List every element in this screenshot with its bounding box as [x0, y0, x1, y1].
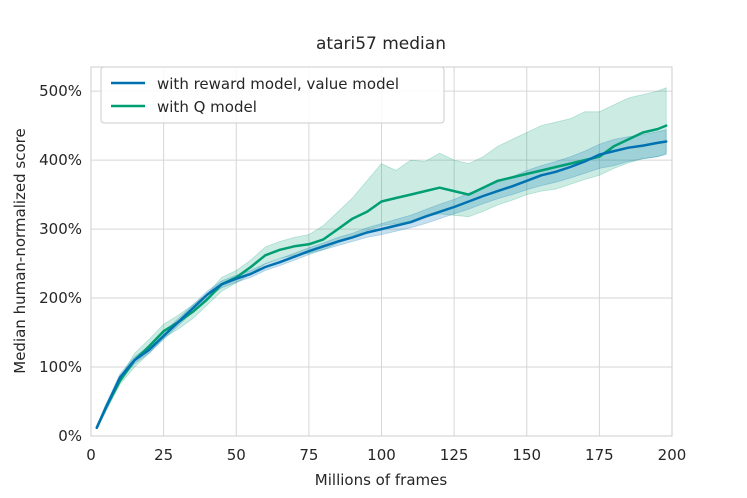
legend-label-q-model: with Q model [157, 98, 257, 116]
x-tick-label: 150 [512, 446, 541, 464]
x-tick-label: 50 [227, 446, 246, 464]
y-tick-label: 400% [39, 151, 82, 169]
y-tick-label: 200% [39, 289, 82, 307]
chart-title: atari57 median [316, 34, 446, 54]
y-axis-label: Median human-normalized score [11, 128, 29, 374]
x-tick-label: 125 [440, 446, 469, 464]
chart: 0% 100% 200% 300% 400% 500% 0 25 50 75 100 125 150 1… [0, 0, 747, 498]
legend: with reward model, value model with Q mo… [101, 67, 444, 123]
x-tick-label: 75 [299, 446, 318, 464]
x-tick-label: 0 [86, 446, 96, 464]
y-tick-label: 300% [39, 220, 82, 238]
legend-label-reward-value: with reward model, value model [157, 75, 399, 93]
y-tick-label: 500% [39, 82, 82, 100]
y-tick-label: 100% [39, 358, 82, 376]
x-tick-label: 175 [585, 446, 614, 464]
y-tick-label: 0% [58, 427, 82, 445]
x-axis-label: Millions of frames [315, 471, 448, 489]
x-tick-label: 100 [367, 446, 396, 464]
x-tick-label: 200 [658, 446, 687, 464]
x-tick-label: 25 [154, 446, 173, 464]
